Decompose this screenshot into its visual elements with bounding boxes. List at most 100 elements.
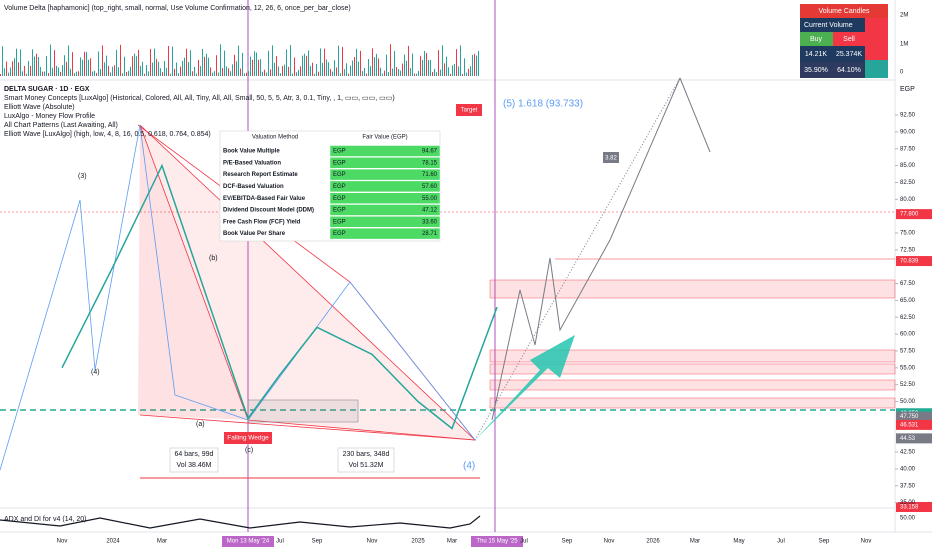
price-badge — [896, 411, 932, 422]
y-tick-label: 92.50 — [900, 113, 916, 119]
table-cell-text: DCF-Based Valuation — [223, 184, 284, 190]
indicator-label: Elliott Wave [LuxAlgo] (high, low, 4, 8,… — [4, 131, 211, 138]
price-badge — [896, 256, 932, 267]
x-tick-label: Mar — [157, 539, 167, 545]
x-tick-label: Mar — [447, 539, 457, 545]
time-highlight — [471, 536, 523, 547]
wave-label: (4) — [463, 461, 475, 472]
table-cell — [329, 168, 441, 181]
y-tick-label: 72.50 — [900, 247, 916, 253]
widget-subtitle: Current Volume — [804, 22, 853, 29]
volume-indicator: Volume Delta [haphamonic] (top_right, sm… — [4, 5, 351, 12]
table-cell-text: 78.15 — [422, 160, 438, 166]
y-tick-label: 82.50 — [900, 180, 916, 186]
buy-pct: 35.90% — [804, 67, 828, 74]
ratio-badge — [603, 152, 619, 163]
range-label: 230 bars, 348d — [343, 451, 390, 458]
table-cell-text: 47.12 — [422, 208, 438, 214]
widget-title: Volume Candles — [819, 8, 870, 15]
volume-candles-widget: Volume Candles Current Volume Buy Sell 1… — [800, 4, 888, 78]
price-label: 44.53 — [900, 436, 916, 442]
target-badge — [456, 104, 482, 116]
x-tick-label: Sep — [819, 539, 830, 545]
table-cell-text: 57.60 — [422, 184, 438, 190]
y-tick-label: 85.00 — [900, 163, 916, 169]
table-cell-text: Book Value Multiple — [223, 149, 280, 155]
table-cell-text: EGP — [333, 172, 346, 178]
y-tick-label: 42.50 — [900, 450, 916, 456]
table-header: Valuation Method — [252, 135, 298, 141]
fib-label: (5) 1.618 (93.733) — [503, 99, 583, 110]
valuation-table: Valuation Method Fair Value (EGP) Book Val… — [219, 130, 441, 242]
range-label: Vol 38.46M — [176, 462, 211, 469]
table-cell — [329, 227, 441, 240]
wedge-label: Falling Wedge — [227, 435, 269, 442]
x-tick-label: Thu 15 May '25 — [476, 539, 518, 545]
wave-label: (a) — [196, 421, 205, 428]
x-tick-label: Nov — [57, 539, 68, 545]
x-tick-label: Jul — [520, 539, 528, 545]
indicator-label: LuxAlgo - Money Flow Profile — [4, 113, 95, 120]
x-tick-label: Jul — [276, 539, 284, 545]
table-cell-text: Book Value Per Share — [223, 231, 286, 237]
wave-label: (c) — [245, 447, 253, 454]
wave-label: (4) — [91, 369, 100, 376]
target: Target — [461, 108, 478, 114]
table-cell-text: EV/EBITDA-Based Fair Value — [223, 196, 306, 202]
x-tick-label: 2025 — [411, 539, 425, 545]
table-cell-text: 71.60 — [422, 172, 438, 178]
y-tick-label: 52.50 — [900, 382, 916, 388]
y-tick-label: 90.00 — [900, 129, 916, 135]
y-tick-label: 37.50 — [900, 483, 916, 489]
volume-tick: 1M — [900, 42, 908, 48]
y-tick-label: 80.00 — [900, 197, 916, 203]
pattern-fill — [138, 125, 248, 420]
volume-tick: 2M — [900, 13, 908, 19]
table-cell-text: 55.00 — [422, 196, 438, 202]
indicator-label: Smart Money Concepts [LuxAlgo] (Historic… — [4, 95, 395, 102]
wave-line — [0, 124, 476, 471]
volume-bars — [0, 44, 479, 76]
range-box — [169, 447, 219, 473]
table-header: Fair Value (EGP) — [362, 135, 407, 141]
wedge-badge — [224, 432, 272, 444]
currency: EGP — [900, 86, 915, 93]
table-cell — [329, 216, 441, 228]
table-cell — [329, 145, 441, 157]
adx-label: ADX and DI for v4 (14, 20) — [4, 516, 86, 523]
price-label: 70.839 — [900, 259, 919, 265]
ratio: 3.82 — [605, 156, 617, 162]
table-cell-text: EGP — [333, 219, 346, 225]
x-tick-label: Mar — [690, 539, 700, 545]
projection-path — [679, 77, 711, 153]
adx-line — [0, 515, 481, 529]
price-badge — [896, 209, 932, 220]
indicator-label: All Chart Patterns (Last Awaiting, All) — [4, 122, 118, 129]
y-tick-label: 75.00 — [900, 231, 916, 237]
table-cell-text: Free Cash Flow (FCF) Yield — [223, 219, 301, 225]
table-cell-text: EGP — [333, 160, 346, 166]
x-tick-label: 2026 — [646, 539, 660, 545]
y-tick-label: 67.50 — [900, 281, 916, 287]
x-tick-label: Nov — [861, 539, 872, 545]
time-highlight — [222, 536, 274, 547]
table-cell — [329, 180, 441, 193]
range-label: Vol 51.32M — [348, 462, 383, 469]
price-label: 47.750 — [900, 414, 919, 420]
price-line — [61, 163, 498, 430]
sell-volume: 25.374K — [836, 51, 862, 58]
price-badge — [896, 419, 932, 430]
buy-label: Buy — [810, 36, 823, 43]
table-cell — [329, 204, 441, 216]
y-tick-label: 57.50 — [900, 349, 916, 355]
sell-label: Sell — [843, 36, 855, 43]
x-tick-label: Nov — [367, 539, 378, 545]
y-tick-label: 50.00 — [900, 399, 916, 405]
y-tick-label: 65.00 — [900, 298, 916, 304]
x-tick-label: Sep — [562, 539, 573, 545]
projection-path — [491, 77, 681, 421]
y-tick-label: 62.50 — [900, 315, 916, 321]
wedge-line — [139, 414, 476, 441]
